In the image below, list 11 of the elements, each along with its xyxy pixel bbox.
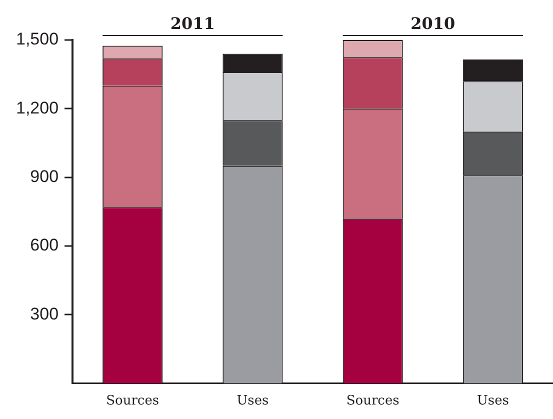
x-tick-label: Sources <box>106 394 160 409</box>
x-tick-label: Uses <box>476 394 509 409</box>
x-tick-label: Uses <box>236 394 269 409</box>
y-tick-label: 1,500 <box>16 30 59 49</box>
y-tick-label: 300 <box>30 304 59 324</box>
x-tick-label: Sources <box>346 394 400 409</box>
text: 2011 <box>170 14 215 33</box>
text: 2010 <box>410 14 456 33</box>
y-tick-label: 600 <box>30 236 59 255</box>
y-tick-label: 900 <box>30 167 59 186</box>
y-tick-label: 1,200 <box>16 98 59 118</box>
